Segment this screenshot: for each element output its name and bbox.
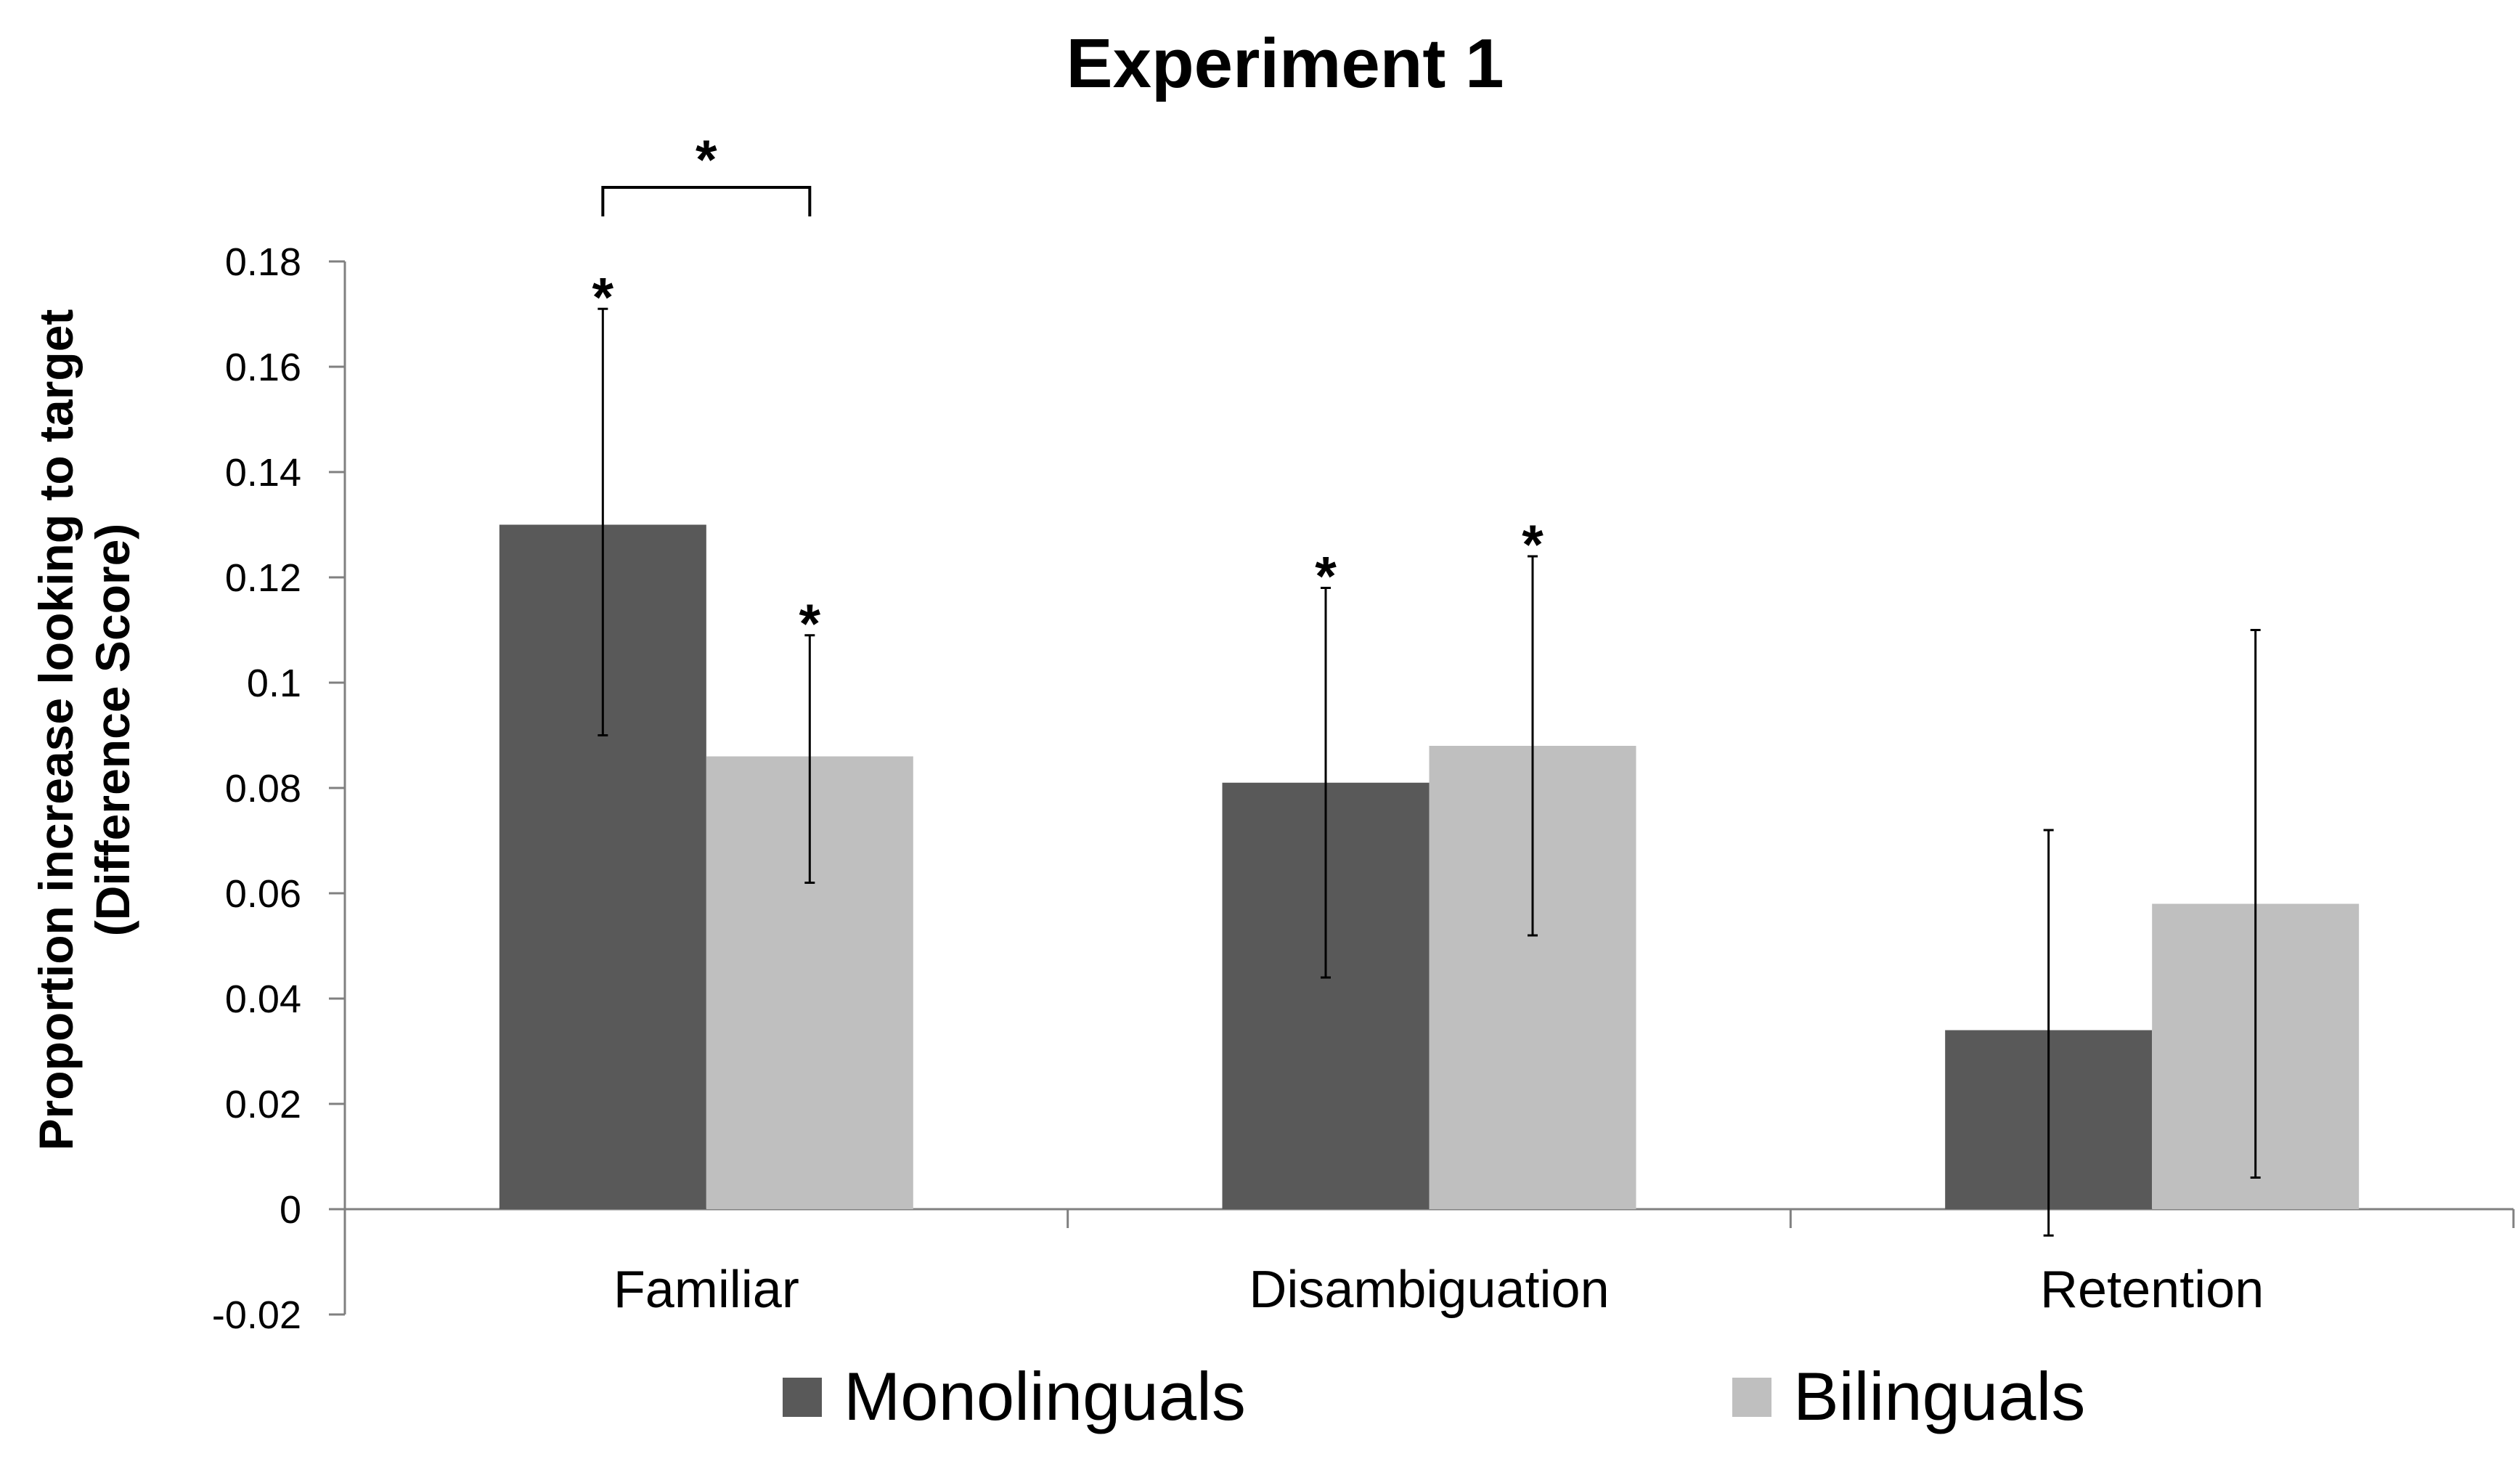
- y-tick-label: 0.08: [225, 767, 301, 810]
- significance-star: *: [1315, 546, 1337, 608]
- category-label: Retention: [2040, 1261, 2264, 1319]
- category-label: Familiar: [613, 1261, 799, 1319]
- y-tick-label: 0.12: [225, 556, 301, 600]
- bars: [499, 524, 2360, 1209]
- y-tick-label: 0.04: [225, 978, 301, 1021]
- significance-annotations: * * * * *: [592, 129, 1544, 655]
- chart-title: Experiment 1: [1067, 25, 1504, 102]
- y-axis-label-line2: (Difference Score): [86, 524, 139, 937]
- significance-star: *: [799, 593, 821, 655]
- y-tick-label: 0.1: [247, 662, 301, 705]
- y-axis-label: Proportion increase looking to target: [29, 309, 83, 1151]
- y-tick-label: 0.14: [225, 451, 301, 495]
- legend-label-bilinguals: Bilinguals: [1793, 1358, 2085, 1434]
- legend-label-monolinguals: Monolinguals: [844, 1358, 1246, 1434]
- axes: -0.02 0 0.02 0.04 0.06 0.08 0.1 0.12 0.14 0.16 0.1…: [212, 240, 2515, 1337]
- error-bars: [598, 307, 2261, 1237]
- y-tick-label: 0: [280, 1188, 301, 1232]
- legend: Monolinguals Bilinguals: [783, 1358, 2085, 1434]
- y-tick-label: 0.06: [225, 872, 301, 916]
- category-label: Disambiguation: [1249, 1261, 1609, 1319]
- y-tick-label: 0.18: [225, 240, 301, 284]
- y-tick-label: 0.02: [225, 1083, 301, 1126]
- bracket-star: *: [696, 129, 717, 191]
- significance-star: *: [1522, 514, 1544, 576]
- legend-swatch-monolinguals: [783, 1378, 822, 1417]
- y-tick-label: -0.02: [212, 1293, 301, 1337]
- significance-bracket: [601, 186, 812, 216]
- significance-star: *: [592, 267, 614, 328]
- legend-swatch-bilinguals: [1732, 1378, 1771, 1417]
- y-tick-label: 0.16: [225, 346, 301, 389]
